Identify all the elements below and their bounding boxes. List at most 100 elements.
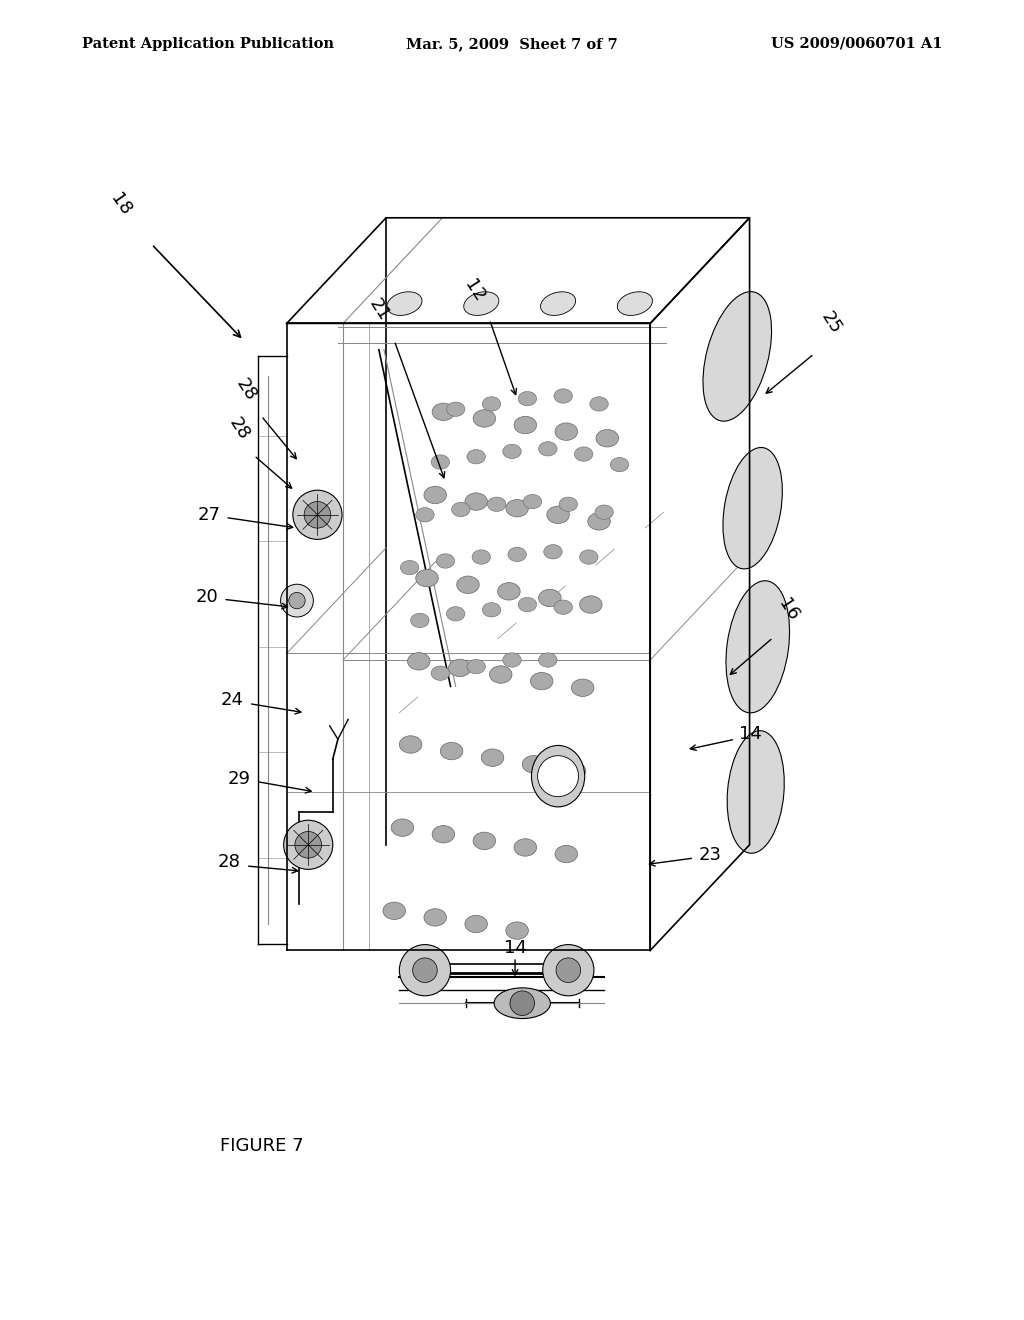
Ellipse shape (436, 554, 455, 568)
Ellipse shape (446, 403, 465, 416)
Ellipse shape (383, 902, 406, 920)
Ellipse shape (726, 581, 790, 713)
Ellipse shape (544, 545, 562, 558)
Ellipse shape (487, 498, 506, 511)
Ellipse shape (508, 548, 526, 561)
Ellipse shape (563, 762, 586, 780)
Ellipse shape (559, 498, 578, 511)
Text: 14: 14 (504, 939, 526, 957)
Ellipse shape (432, 825, 455, 843)
Ellipse shape (446, 607, 465, 620)
Circle shape (510, 991, 535, 1015)
Ellipse shape (539, 442, 557, 455)
Ellipse shape (399, 735, 422, 754)
Ellipse shape (571, 678, 594, 697)
Ellipse shape (498, 582, 520, 601)
Text: 23: 23 (698, 846, 721, 865)
Ellipse shape (723, 447, 782, 569)
Text: 28: 28 (225, 414, 252, 444)
Text: 24: 24 (221, 690, 244, 709)
Ellipse shape (580, 550, 598, 564)
Circle shape (284, 820, 333, 870)
Ellipse shape (416, 508, 434, 521)
Text: 18: 18 (106, 190, 135, 219)
Circle shape (304, 502, 331, 528)
Ellipse shape (416, 569, 438, 587)
Ellipse shape (482, 603, 501, 616)
Ellipse shape (465, 492, 487, 511)
Ellipse shape (506, 499, 528, 517)
Text: Patent Application Publication: Patent Application Publication (82, 37, 334, 51)
Ellipse shape (595, 506, 613, 519)
Ellipse shape (467, 660, 485, 673)
Circle shape (289, 593, 305, 609)
Text: 28: 28 (218, 853, 241, 871)
Text: 12: 12 (461, 276, 487, 305)
Ellipse shape (503, 445, 521, 458)
Ellipse shape (431, 455, 450, 469)
Ellipse shape (554, 601, 572, 614)
Ellipse shape (411, 614, 429, 627)
Ellipse shape (574, 447, 593, 461)
Ellipse shape (530, 672, 553, 690)
Ellipse shape (590, 397, 608, 411)
Ellipse shape (452, 503, 470, 516)
Ellipse shape (432, 403, 455, 421)
Ellipse shape (473, 832, 496, 850)
Text: 14: 14 (739, 725, 762, 743)
Ellipse shape (472, 550, 490, 564)
Ellipse shape (400, 561, 419, 574)
Ellipse shape (588, 512, 610, 531)
Ellipse shape (610, 458, 629, 471)
Ellipse shape (465, 915, 487, 933)
Ellipse shape (522, 755, 545, 774)
Ellipse shape (424, 908, 446, 927)
Circle shape (295, 832, 322, 858)
Circle shape (543, 945, 594, 995)
Text: 16: 16 (775, 595, 802, 624)
Circle shape (281, 585, 313, 616)
Ellipse shape (531, 746, 585, 807)
Ellipse shape (554, 389, 572, 403)
Ellipse shape (449, 659, 471, 677)
Ellipse shape (464, 292, 499, 315)
Ellipse shape (514, 838, 537, 857)
Circle shape (538, 755, 579, 797)
Ellipse shape (523, 495, 542, 508)
Text: 27: 27 (198, 506, 220, 524)
Ellipse shape (539, 653, 557, 667)
Ellipse shape (702, 292, 772, 421)
Text: 25: 25 (818, 309, 845, 338)
Ellipse shape (467, 450, 485, 463)
Ellipse shape (547, 506, 569, 524)
Ellipse shape (482, 397, 501, 411)
Text: 20: 20 (196, 587, 218, 606)
Ellipse shape (481, 748, 504, 767)
Ellipse shape (440, 742, 463, 760)
Circle shape (413, 958, 437, 982)
Ellipse shape (503, 653, 521, 667)
Text: 21: 21 (366, 296, 392, 325)
Ellipse shape (494, 987, 551, 1019)
Ellipse shape (489, 665, 512, 684)
Ellipse shape (555, 422, 578, 441)
Circle shape (293, 490, 342, 540)
Text: 28: 28 (232, 375, 259, 404)
Ellipse shape (408, 652, 430, 671)
Ellipse shape (727, 731, 784, 853)
Text: FIGURE 7: FIGURE 7 (220, 1137, 304, 1155)
Text: US 2009/0060701 A1: US 2009/0060701 A1 (771, 37, 942, 51)
Ellipse shape (580, 595, 602, 614)
Ellipse shape (518, 392, 537, 405)
Ellipse shape (541, 292, 575, 315)
Ellipse shape (424, 486, 446, 504)
Ellipse shape (555, 845, 578, 863)
Ellipse shape (457, 576, 479, 594)
Ellipse shape (596, 429, 618, 447)
Ellipse shape (518, 598, 537, 611)
Text: 29: 29 (228, 770, 251, 788)
Ellipse shape (391, 818, 414, 837)
Circle shape (399, 945, 451, 995)
Ellipse shape (514, 416, 537, 434)
Ellipse shape (539, 589, 561, 607)
